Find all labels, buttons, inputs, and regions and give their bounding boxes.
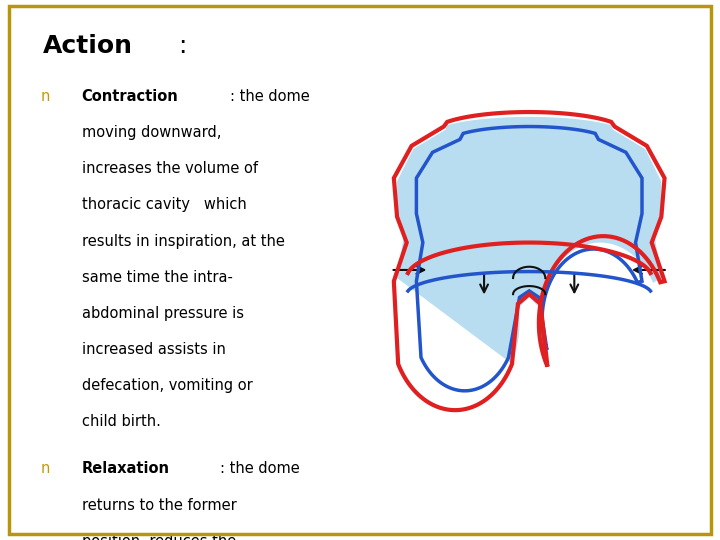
Text: returns to the former: returns to the former <box>81 497 236 512</box>
Text: position, reduces the: position, reduces the <box>81 534 236 540</box>
Text: defecation, vomiting or: defecation, vomiting or <box>81 379 252 393</box>
Text: thoracic cavity   which: thoracic cavity which <box>81 198 246 213</box>
Polygon shape <box>397 117 662 363</box>
Text: same time the intra-: same time the intra- <box>81 270 233 285</box>
Text: : the dome: : the dome <box>220 462 300 476</box>
Text: : the dome: : the dome <box>230 89 310 104</box>
Text: moving downward,: moving downward, <box>81 125 221 140</box>
Text: child birth.: child birth. <box>81 414 161 429</box>
Text: Contraction: Contraction <box>81 89 179 104</box>
Text: increases the volume of: increases the volume of <box>81 161 258 177</box>
Text: results in inspiration, at the: results in inspiration, at the <box>81 234 284 248</box>
Text: n: n <box>41 462 50 476</box>
Text: :: : <box>179 34 187 58</box>
Text: Action: Action <box>42 34 132 58</box>
Text: abdominal pressure is: abdominal pressure is <box>81 306 243 321</box>
Text: increased assists in: increased assists in <box>81 342 225 357</box>
Text: n: n <box>41 89 50 104</box>
Text: Relaxation: Relaxation <box>81 462 170 476</box>
